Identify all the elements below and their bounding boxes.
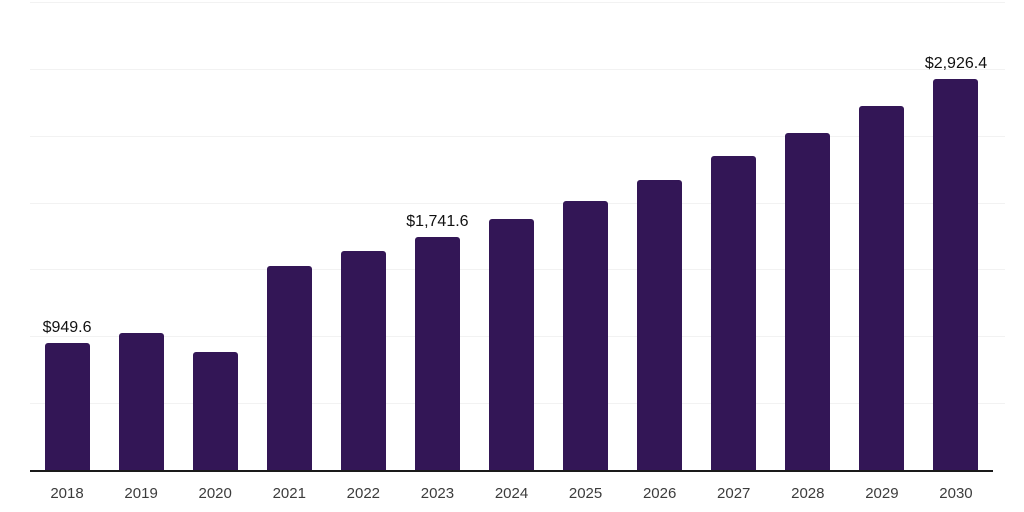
x-tick-label-2020: 2020: [198, 485, 232, 502]
x-tick-label-2019: 2019: [124, 485, 158, 502]
x-tick-label-2023: 2023: [420, 485, 455, 502]
bar-2018: [44, 343, 90, 470]
bar-2023: [414, 237, 460, 470]
bar-2024: [489, 219, 534, 470]
x-tick-label-2024: 2024: [494, 485, 529, 502]
bar-2020: [192, 352, 238, 470]
gridline-2500: [30, 135, 1005, 137]
x-axis-line: [30, 470, 993, 472]
x-tick-label-2028: 2028: [791, 485, 825, 502]
x-tick-label-2027: 2027: [717, 485, 751, 502]
x-tick-label-2025: 2025: [568, 485, 603, 502]
bar-2026: [637, 179, 683, 470]
x-tick-label-2018: 2018: [50, 485, 84, 502]
bar-2019: [118, 332, 164, 470]
x-tick-label-2026: 2026: [642, 485, 677, 502]
bar-2021: [266, 266, 312, 470]
x-tick-label-2021: 2021: [272, 485, 306, 502]
bar-value-label-2030: $2,926.4: [924, 54, 988, 72]
bar-2030: [933, 78, 979, 470]
bar-2028: [785, 133, 831, 470]
bar-2025: [563, 200, 609, 470]
gridline-3000: [30, 68, 1005, 70]
bar-2022: [340, 251, 386, 470]
bar-value-label-2018: $949.6: [42, 319, 92, 337]
gridline-3500: [30, 2, 1005, 3]
bar-value-label-2023: $1,741.6: [406, 213, 469, 231]
x-tick-label-2022: 2022: [346, 485, 381, 502]
x-tick-label-2029: 2029: [865, 485, 899, 502]
gridline-2000: [30, 202, 1005, 204]
x-tick-label-2030: 2030: [939, 485, 973, 502]
bar-2029: [859, 105, 905, 470]
bar-2027: [711, 156, 757, 470]
